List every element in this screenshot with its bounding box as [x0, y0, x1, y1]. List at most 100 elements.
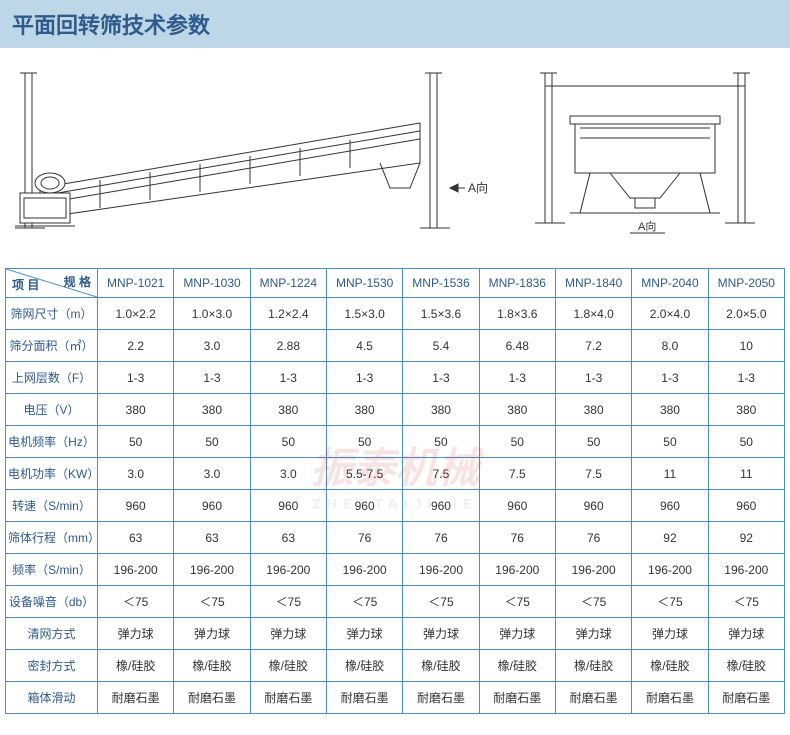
table-cell: 380 — [555, 394, 631, 426]
table-cell: 8.0 — [632, 330, 708, 362]
table-cell: 3.0 — [174, 330, 250, 362]
table-cell: 耐磨石墨 — [632, 682, 708, 714]
table-cell: 橡/硅胶 — [632, 650, 708, 682]
table-row: 设备噪音（db）＜75＜75＜75＜75＜75＜75＜75＜75＜75 — [6, 586, 785, 618]
table-cell: ＜75 — [708, 586, 784, 618]
table-cell: 1.5×3.0 — [326, 298, 402, 330]
table-cell: 耐磨石墨 — [555, 682, 631, 714]
table-cell: 耐磨石墨 — [250, 682, 326, 714]
table-cell: 50 — [326, 426, 402, 458]
row-label: 筛体行程（mm） — [6, 522, 98, 554]
table-cell: 橡/硅胶 — [174, 650, 250, 682]
table-row: 电机频率（Hz）505050505050505050 — [6, 426, 785, 458]
table-cell: 76 — [326, 522, 402, 554]
table-cell: 弹力球 — [174, 618, 250, 650]
table-cell: 10 — [708, 330, 784, 362]
row-label: 频率（S/min） — [6, 554, 98, 586]
table-cell: ＜75 — [174, 586, 250, 618]
row-label: 电压（V） — [6, 394, 98, 426]
table-cell: ＜75 — [250, 586, 326, 618]
table-cell: 7.5 — [555, 458, 631, 490]
table-cell: 50 — [98, 426, 174, 458]
table-cell: 63 — [250, 522, 326, 554]
table-cell: 弹力球 — [632, 618, 708, 650]
table-cell: 1.0×2.2 — [98, 298, 174, 330]
table-cell: 196-200 — [479, 554, 555, 586]
table-cell: 380 — [174, 394, 250, 426]
table-cell: 2.88 — [250, 330, 326, 362]
table-cell: 63 — [98, 522, 174, 554]
table-row: 频率（S/min）196-200196-200196-200196-200196… — [6, 554, 785, 586]
model-header: MNP-2050 — [708, 269, 784, 298]
table-corner-cell: 规 格 项 目 — [6, 269, 98, 298]
row-label: 转速（S/min） — [6, 490, 98, 522]
table-cell: 11 — [632, 458, 708, 490]
table-cell: 1-3 — [174, 362, 250, 394]
table-cell: 1-3 — [708, 362, 784, 394]
table-cell: 76 — [479, 522, 555, 554]
row-label: 清网方式 — [6, 618, 98, 650]
model-header: MNP-1530 — [326, 269, 402, 298]
table-cell: 3.0 — [250, 458, 326, 490]
table-cell: 960 — [479, 490, 555, 522]
table-cell: 50 — [632, 426, 708, 458]
table-cell: 960 — [632, 490, 708, 522]
model-header: MNP-1021 — [98, 269, 174, 298]
table-cell: 弹力球 — [250, 618, 326, 650]
view-label-a2: A向 — [638, 219, 656, 233]
table-cell: 弹力球 — [98, 618, 174, 650]
row-label: 密封方式 — [6, 650, 98, 682]
table-cell: ＜75 — [403, 586, 479, 618]
row-label: 电机频率（Hz） — [6, 426, 98, 458]
row-label: 上网层数（F） — [6, 362, 98, 394]
table-cell: 4.5 — [326, 330, 402, 362]
table-cell: 橡/硅胶 — [708, 650, 784, 682]
table-cell: 耐磨石墨 — [98, 682, 174, 714]
table-cell: 380 — [98, 394, 174, 426]
table-cell: 弹力球 — [403, 618, 479, 650]
table-cell: 弹力球 — [555, 618, 631, 650]
table-cell: 耐磨石墨 — [708, 682, 784, 714]
table-row: 转速（S/min）960960960960960960960960960 — [6, 490, 785, 522]
table-cell: ＜75 — [479, 586, 555, 618]
table-cell: 50 — [403, 426, 479, 458]
model-header: MNP-1840 — [555, 269, 631, 298]
table-cell: 7.2 — [555, 330, 631, 362]
model-header: MNP-1536 — [403, 269, 479, 298]
header-bar: 平面回转筛技术参数 — [0, 0, 790, 48]
table-cell: 196-200 — [98, 554, 174, 586]
table-cell: 11 — [708, 458, 784, 490]
table-row: 上网层数（F）1-31-31-31-31-31-31-31-31-3 — [6, 362, 785, 394]
table-cell: 1-3 — [555, 362, 631, 394]
table-cell: 960 — [98, 490, 174, 522]
table-row: 电压（V）380380380380380380380380380 — [6, 394, 785, 426]
table-cell: 1.0×3.0 — [174, 298, 250, 330]
table-cell: 耐磨石墨 — [403, 682, 479, 714]
table-cell: 196-200 — [555, 554, 631, 586]
table-cell: 耐磨石墨 — [174, 682, 250, 714]
table-cell: 196-200 — [403, 554, 479, 586]
spec-table-wrap: 振泰机械 ZHENTAIJIXIE 规 格 项 目 MNP-1021 MNP-1… — [0, 268, 790, 724]
table-row: 箱体滑动耐磨石墨耐磨石墨耐磨石墨耐磨石墨耐磨石墨耐磨石墨耐磨石墨耐磨石墨耐磨石墨 — [6, 682, 785, 714]
table-cell: 76 — [555, 522, 631, 554]
view-label-a: A向 — [468, 180, 488, 195]
model-header: MNP-1030 — [174, 269, 250, 298]
model-header: MNP-1836 — [479, 269, 555, 298]
table-cell: 橡/硅胶 — [479, 650, 555, 682]
table-cell: 弹力球 — [479, 618, 555, 650]
table-cell: 92 — [632, 522, 708, 554]
table-cell: 2.0×4.0 — [632, 298, 708, 330]
table-cell: 橡/硅胶 — [403, 650, 479, 682]
diagram-side-view: A向 — [10, 68, 500, 243]
table-cell: 弹力球 — [708, 618, 784, 650]
table-cell: 橡/硅胶 — [98, 650, 174, 682]
table-cell: 63 — [174, 522, 250, 554]
corner-top-label: 规 格 — [64, 273, 91, 290]
table-row: 筛体行程（mm）636363767676769292 — [6, 522, 785, 554]
table-row: 清网方式弹力球弹力球弹力球弹力球弹力球弹力球弹力球弹力球弹力球 — [6, 618, 785, 650]
table-cell: 7.5 — [403, 458, 479, 490]
model-header: MNP-1224 — [250, 269, 326, 298]
table-cell: 1-3 — [403, 362, 479, 394]
table-row: 电机功率（KW）3.03.03.05.5-7.57.57.57.51111 — [6, 458, 785, 490]
table-cell: 50 — [250, 426, 326, 458]
